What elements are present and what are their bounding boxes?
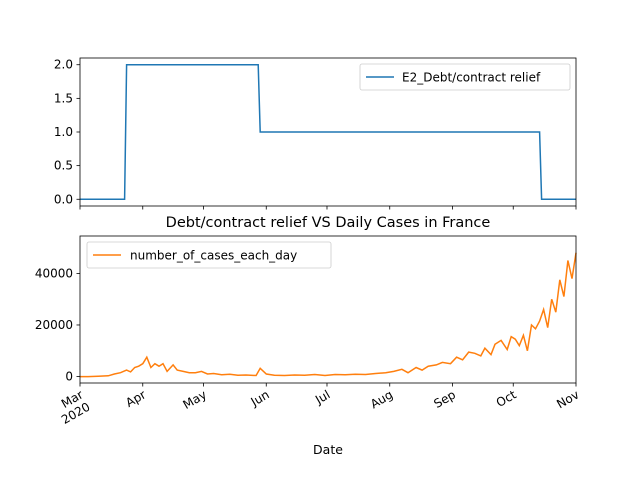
- series-line-relief: [80, 63, 576, 201]
- top-x-ticks: [79, 206, 577, 210]
- top-legend-label: E2_Debt/contract relief: [402, 71, 541, 85]
- bottom-y-ticks: 0 20000 40000: [35, 266, 80, 384]
- bottom-legend: number_of_cases_each_day: [86, 241, 332, 269]
- top-y-tick-label: 1.5: [54, 91, 73, 105]
- top-axes-frame: [79, 57, 577, 207]
- top-y-tick-label: 0.0: [54, 192, 73, 206]
- series-line-cases: [80, 252, 577, 378]
- relief-subplot: 0.0 0.5 1.0 1.5 2.0 E2_Debt/contract relief: [54, 57, 577, 210]
- bottom-legend-box: [86, 241, 332, 269]
- top-y-ticks: 0.0 0.5 1.0 1.5 2.0: [54, 58, 80, 206]
- bottom-x-tick-label: Jul: [312, 387, 332, 407]
- bottom-axes-frame: [79, 235, 577, 384]
- top-legend: E2_Debt/contract relief: [359, 63, 571, 91]
- bottom-chart-title: Debt/contract relief VS Daily Cases in F…: [166, 215, 491, 231]
- top-y-tick-label: 0.5: [54, 159, 73, 173]
- top-y-tick-label: 1.0: [54, 125, 73, 139]
- bottom-x-tick-text: Jul: [312, 387, 332, 407]
- top-legend-box: [359, 63, 571, 91]
- bottom-y-tick-label: 40000: [35, 266, 73, 280]
- bottom-y-tick-label: 0: [65, 370, 73, 384]
- x-axis-label: Date: [313, 442, 343, 457]
- bottom-y-tick-label: 20000: [35, 318, 73, 332]
- bottom-legend-label: number_of_cases_each_day: [130, 249, 297, 263]
- top-y-tick-label: 2.0: [54, 58, 73, 72]
